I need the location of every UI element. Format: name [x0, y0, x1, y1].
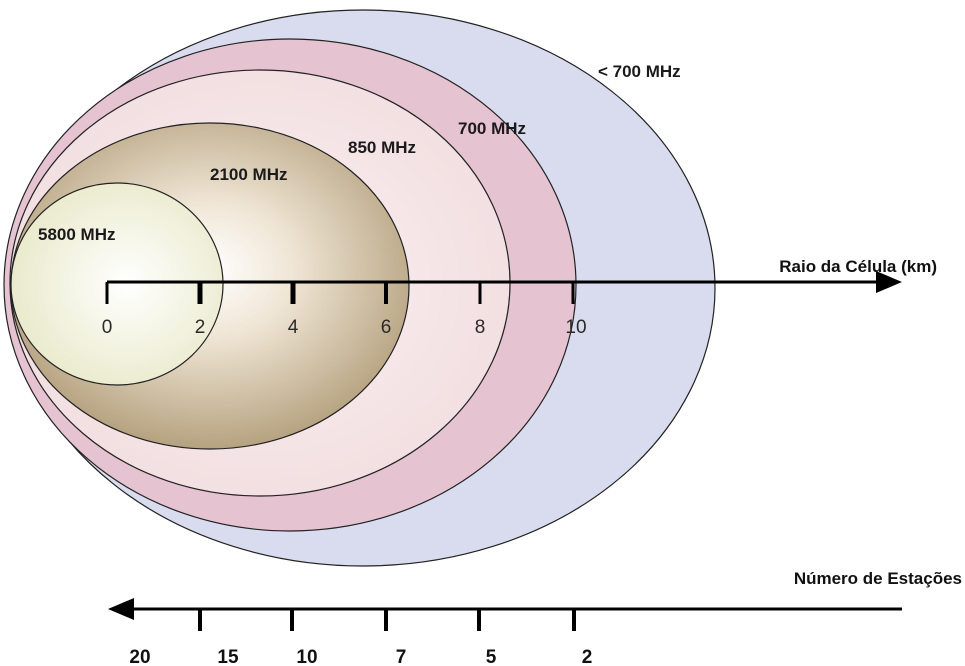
radius-tick-label: 4	[288, 317, 299, 338]
radius-tick-label: 6	[381, 317, 392, 338]
radius-axis: 0 2 4 6 8 10 Raio da Célula (km)	[102, 257, 937, 338]
radius-tick-label: 10	[565, 317, 586, 338]
radius-tick-label: 8	[475, 317, 486, 338]
band-5800-area	[10, 182, 224, 386]
band-lt700-label: < 700 MHz	[598, 62, 681, 81]
radius-tick-label: 2	[195, 317, 206, 338]
band-700-label: 700 MHz	[458, 119, 526, 138]
stations-tick-label: 20	[129, 647, 150, 666]
stations-tick-label: 5	[486, 647, 497, 666]
band-5800-label: 5800 MHz	[38, 225, 115, 244]
stations-tick-label: 15	[217, 647, 239, 666]
band-2100-label: 2100 MHz	[210, 165, 287, 184]
stations-axis-arrowhead-icon	[108, 598, 134, 620]
radius-axis-label: Raio da Célula (km)	[779, 257, 937, 276]
stations-tick-label: 10	[296, 647, 317, 666]
stations-tick-label: 2	[582, 647, 593, 666]
stations-axis: Número de Estações 20 15 10 7 5 2	[108, 569, 962, 666]
stations-tick-label: 7	[396, 647, 407, 666]
band-850-label: 850 MHz	[348, 138, 416, 157]
radius-axis-arrowhead-icon	[876, 271, 902, 293]
stations-axis-label: Número de Estações	[794, 569, 962, 588]
radius-tick-label: 0	[102, 317, 113, 338]
